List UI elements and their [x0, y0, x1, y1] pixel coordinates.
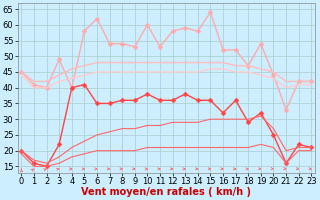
- X-axis label: Vent moyen/en rafales ( km/h ): Vent moyen/en rafales ( km/h ): [81, 187, 251, 197]
